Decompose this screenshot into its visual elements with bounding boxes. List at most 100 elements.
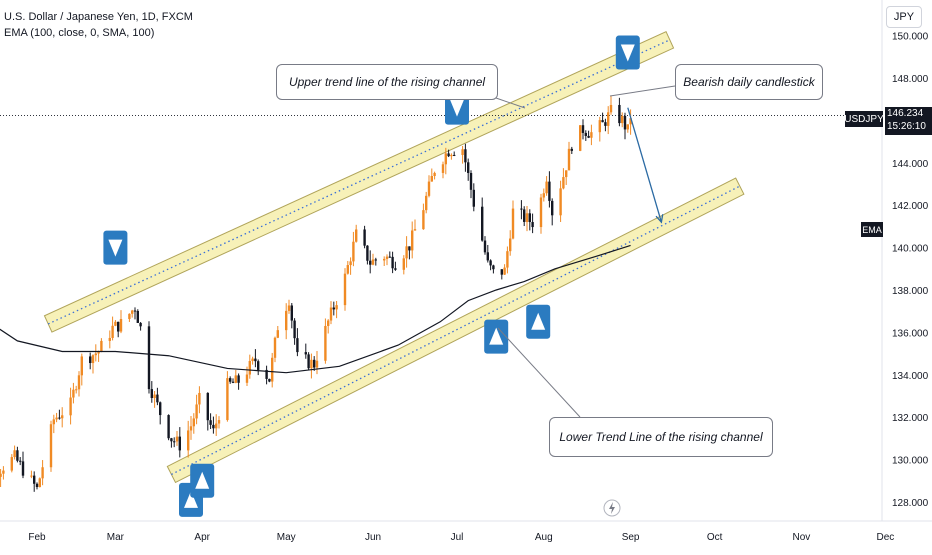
candle-body [469,172,473,190]
candle-body [441,164,445,173]
candle-body [559,188,562,216]
price-label-value: 146.234 15:26:10 [885,107,932,136]
candle-body [139,322,142,327]
lower-channel-band [166,177,745,484]
up-triangle-icon [195,471,210,489]
bearish-callout-pointer [609,85,676,97]
forecast-arrow-line[interactable] [627,107,663,223]
current-price: 146.234 [887,108,924,120]
candle-body [13,450,16,458]
candle-body [444,153,447,165]
candle-body [548,181,551,201]
candle-body [276,330,279,338]
candle-body [136,310,139,323]
candle-body [217,420,221,424]
indicator-legend[interactable]: EMA (100, close, 0, SMA, 100) [4,27,155,39]
y-tick-label: 138.000 [892,286,929,297]
candle-body [324,325,327,361]
buy-signal-marker[interactable] [526,304,551,339]
candle-body [343,273,347,306]
symbol-title: U.S. Dollar / Japanese Yen, 1D, FXCM [4,11,193,23]
candle-body [623,115,627,130]
candle-body [349,261,352,266]
annotation-bearish-candle[interactable]: Bearish daily candlestick [675,64,823,100]
candle-body [581,125,585,133]
candle-body [41,467,44,479]
candle-body [394,268,397,270]
y-tick-label: 136.000 [892,328,929,339]
candle-body [618,104,621,124]
candle-body [147,326,151,390]
candle-body [621,115,624,124]
down-triangle-icon [108,239,123,257]
candle-body [528,213,531,223]
candle-body [402,258,405,270]
currency-button[interactable]: JPY [886,6,922,28]
x-tick-label: Aug [535,532,553,543]
y-tick-label: 140.000 [892,244,929,255]
buy-signal-marker[interactable] [484,319,509,354]
candle-body [584,132,587,136]
candle-body [383,258,386,261]
candle-body [231,381,235,383]
candle-body [405,246,408,259]
down-triangle-icon [620,44,635,62]
candle-body [313,359,316,368]
candle-body [486,252,489,261]
candle-body [198,392,201,405]
candle-body [215,423,218,429]
sell-signal-marker[interactable] [103,230,128,265]
candle-body [49,424,53,468]
buy-signal-marker[interactable] [190,463,215,498]
candle-body [119,319,123,332]
lightning-icon[interactable] [603,499,621,517]
x-tick-label: Nov [793,532,811,543]
ema-label: EMA [861,222,883,237]
candle-body [310,359,313,369]
candle-body [296,338,299,353]
candle-body [433,172,436,177]
candle-body [117,321,120,332]
candle-body [570,148,573,151]
candle-body [69,397,72,416]
candle-body [601,120,604,123]
candle-body [506,251,509,268]
candle-body [209,420,212,425]
candle-body [604,122,607,126]
candle-body [91,355,95,364]
candle-body [100,340,103,352]
candle-body [408,246,411,251]
candle-body [363,229,366,246]
candle-body [335,305,338,310]
candle-body [80,356,83,376]
candle-body [545,181,548,194]
price-label: USDJPY 146.234 15:26:10 [844,107,932,136]
candle-body [332,307,335,310]
x-tick-label: Sep [622,532,640,543]
candle-body [257,361,260,370]
candle-body [16,450,19,461]
candle-body [503,267,506,275]
candle-body [453,154,456,156]
candle-body [629,118,632,125]
candle-body [542,193,545,198]
sell-signal-marker[interactable] [615,35,640,70]
candle-body [626,124,629,130]
candle-body [525,213,529,222]
candle-body [178,436,181,451]
candle-body [511,208,515,239]
candle-body [167,415,170,439]
candle-body [285,310,288,331]
candle-body [385,256,389,259]
candle-body [492,265,495,270]
candle-body [598,120,601,133]
annotation-upper-trend[interactable]: Upper trend line of the rising channel [276,64,498,100]
annotation-lower-trend[interactable]: Lower Trend Line of the rising channel [549,417,773,457]
candle-body [128,313,131,320]
candle-body [133,310,137,312]
upper-callout-pointer [495,97,526,109]
candle-body [374,259,377,261]
candle-body [153,394,156,398]
candle-body [234,375,237,383]
candle-body [38,478,41,488]
